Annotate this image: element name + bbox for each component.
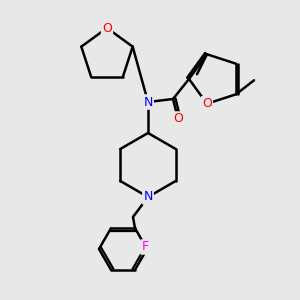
Text: N: N	[143, 190, 153, 203]
Text: F: F	[141, 241, 148, 254]
Text: N: N	[143, 95, 153, 109]
Text: O: O	[202, 97, 212, 110]
Text: O: O	[102, 22, 112, 34]
Text: O: O	[173, 112, 183, 125]
